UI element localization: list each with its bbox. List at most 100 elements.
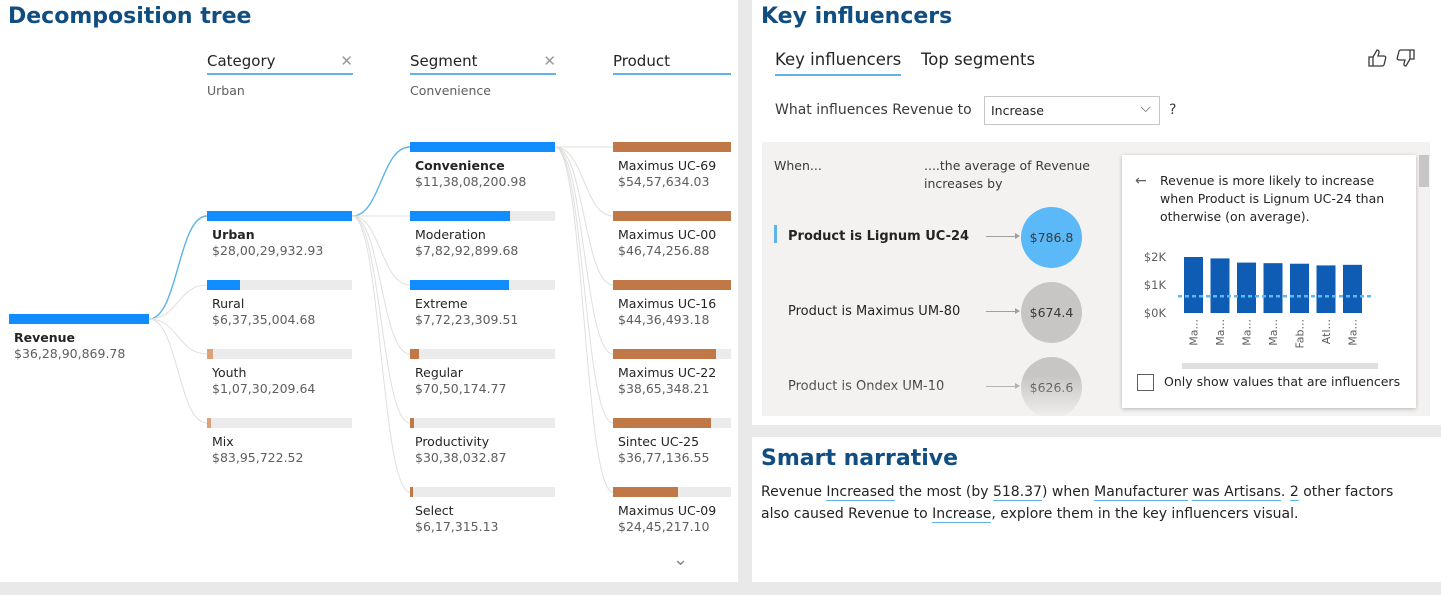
node-bar	[613, 349, 716, 359]
tree-link	[351, 146, 411, 217]
node-value: $24,45,217.10	[618, 519, 710, 534]
chevron-down-icon[interactable]: ⌄	[673, 549, 689, 570]
tree-node[interactable]: Youth $1,07,30,209.64	[207, 349, 352, 396]
node-value: $6,17,315.13	[415, 519, 499, 534]
node-value: $38,65,348.21	[618, 381, 710, 396]
scrollbar-thumb[interactable]	[1419, 155, 1429, 187]
tree-node[interactable]: Maximus UC-16 $44,36,493.18	[613, 280, 731, 327]
node-label: Sintec UC-25	[618, 434, 700, 449]
node-bar-track	[613, 487, 731, 497]
chart-bar	[1210, 258, 1230, 313]
tree-node[interactable]: Select $6,17,315.13	[410, 487, 555, 534]
level-header-label: Category	[207, 52, 276, 70]
narrative-dynamic-value: Increase	[932, 506, 992, 523]
tab-top-segments[interactable]: Top segments	[921, 50, 1036, 69]
x-tick-label: Ma...	[1267, 319, 1280, 346]
thumbs-up-icon[interactable]	[1367, 48, 1389, 73]
tree-node[interactable]: Maximus UC-22 $38,65,348.21	[613, 349, 731, 396]
narrative-dynamic-value: 518.37	[992, 484, 1042, 501]
tree-node[interactable]: Moderation $7,82,92,899.68	[410, 211, 555, 258]
tree-link	[351, 215, 411, 493]
narrative-text: , explore them in the key influencers vi…	[991, 506, 1299, 522]
node-bar-track	[410, 211, 555, 221]
level-header-underline	[410, 73, 556, 75]
tree-node[interactable]: Sintec UC-25 $36,77,136.55	[613, 418, 731, 465]
average-header-line2: increases by	[924, 176, 1003, 191]
decomposition-tree-visual	[0, 0, 738, 582]
node-label: Moderation	[415, 227, 486, 242]
tab-key-influencers[interactable]: Key influencers	[775, 50, 902, 76]
influencer-row[interactable]: Product is Maximus UM-80 $674.4	[762, 282, 1102, 346]
tree-link	[148, 318, 208, 424]
node-value: $7,72,23,309.51	[415, 312, 519, 327]
node-bar	[613, 142, 731, 152]
node-value: $28,00,29,932.93	[212, 243, 324, 258]
back-arrow-icon[interactable]: ←	[1135, 173, 1147, 189]
influencer-bar-chart: $0K $1K $2K Ma... Ma... Ma... Ma... Fab... Atl..…	[1144, 250, 1378, 369]
selected-marker	[774, 225, 777, 243]
x-tick-label: Ma...	[1241, 319, 1254, 346]
node-bar	[410, 349, 419, 359]
node-bar-track	[613, 142, 731, 152]
level-header-underline	[613, 73, 731, 75]
node-label: Select	[415, 503, 454, 518]
smart-narrative-text: Revenue Increased the most (by 518.37) w…	[761, 481, 1421, 525]
node-value: $83,95,722.52	[212, 450, 304, 465]
node-value: $36,28,90,869.78	[14, 346, 126, 361]
close-icon[interactable]: ✕	[340, 52, 353, 70]
close-icon[interactable]: ✕	[543, 52, 556, 70]
list-fade	[762, 376, 1122, 416]
node-bar-track	[613, 211, 731, 221]
chart-bar	[1263, 263, 1283, 313]
node-bar	[410, 142, 555, 152]
influencer-label: Product is Maximus UM-80	[788, 304, 961, 319]
chart-scrollbar	[1182, 363, 1378, 369]
narrative-dynamic-value: Increased	[826, 484, 895, 501]
tree-node[interactable]: Urban $28,00,29,932.93	[207, 211, 352, 258]
tree-link	[351, 215, 411, 355]
x-tick-label: Ma...	[1347, 319, 1360, 346]
tree-node[interactable]: Mix $83,95,722.52	[207, 418, 352, 465]
node-bar-track	[207, 280, 352, 290]
level-header-selection: Convenience	[410, 83, 491, 98]
question-label: What influences Revenue to	[775, 102, 972, 118]
outcome-dropdown[interactable]: Increase ⌵	[984, 96, 1160, 125]
node-bar	[207, 211, 352, 221]
detail-scrollbar[interactable]	[1419, 155, 1429, 408]
node-bar-track	[410, 142, 555, 152]
node-bar	[207, 418, 212, 428]
influencer-detail-text: Revenue is more likely to increase when …	[1160, 173, 1385, 224]
node-label: Maximus UC-16	[618, 296, 717, 311]
node-bar	[207, 280, 241, 290]
influencers-only-checkbox[interactable]	[1137, 374, 1154, 391]
level-header-category[interactable]: Category ✕ Urban	[207, 50, 353, 98]
tree-link	[554, 146, 614, 424]
node-label: Maximus UC-69	[618, 158, 717, 173]
tree-link	[554, 146, 614, 286]
level-header-product[interactable]: Product	[613, 50, 731, 75]
y-tick-label: $2K	[1144, 250, 1167, 264]
tree-node[interactable]: Rural $6,37,35,004.68	[207, 280, 352, 327]
tree-node[interactable]: Maximus UC-69 $54,57,634.03	[613, 142, 731, 189]
node-label: Regular	[415, 365, 463, 380]
narrative-dynamic-value: Manufacturer	[1094, 484, 1188, 501]
level-header-segment[interactable]: Segment ✕ Convenience	[410, 50, 556, 98]
tree-node[interactable]: Maximus UC-09 $24,45,217.10	[613, 487, 731, 534]
tree-node[interactable]: Extreme $7,72,23,309.51	[410, 280, 555, 327]
smart-narrative-title: Smart narrative	[761, 446, 959, 471]
chart-bar	[1343, 264, 1362, 313]
level-header-label: Segment	[410, 52, 478, 70]
tree-node[interactable]: Maximus UC-00 $46,74,256.88	[613, 211, 731, 258]
influencer-row[interactable]: Product is Lignum UC-24 $786.8	[762, 207, 1102, 271]
tree-node[interactable]: Productivity $30,38,032.87	[410, 418, 555, 465]
tree-link	[351, 215, 411, 286]
chart-bar	[1184, 257, 1203, 313]
tree-node[interactable]: Convenience $11,38,08,200.98	[410, 142, 555, 189]
x-tick-label: Ma...	[1214, 319, 1227, 346]
x-tick-label: Ma...	[1188, 319, 1201, 346]
tree-root-node[interactable]: Revenue $36,28,90,869.78	[9, 314, 149, 361]
node-value: $70,50,174.77	[415, 381, 507, 396]
tree-link	[148, 318, 208, 355]
tree-node[interactable]: Regular $70,50,174.77	[410, 349, 555, 396]
thumbs-down-icon[interactable]	[1394, 48, 1416, 73]
